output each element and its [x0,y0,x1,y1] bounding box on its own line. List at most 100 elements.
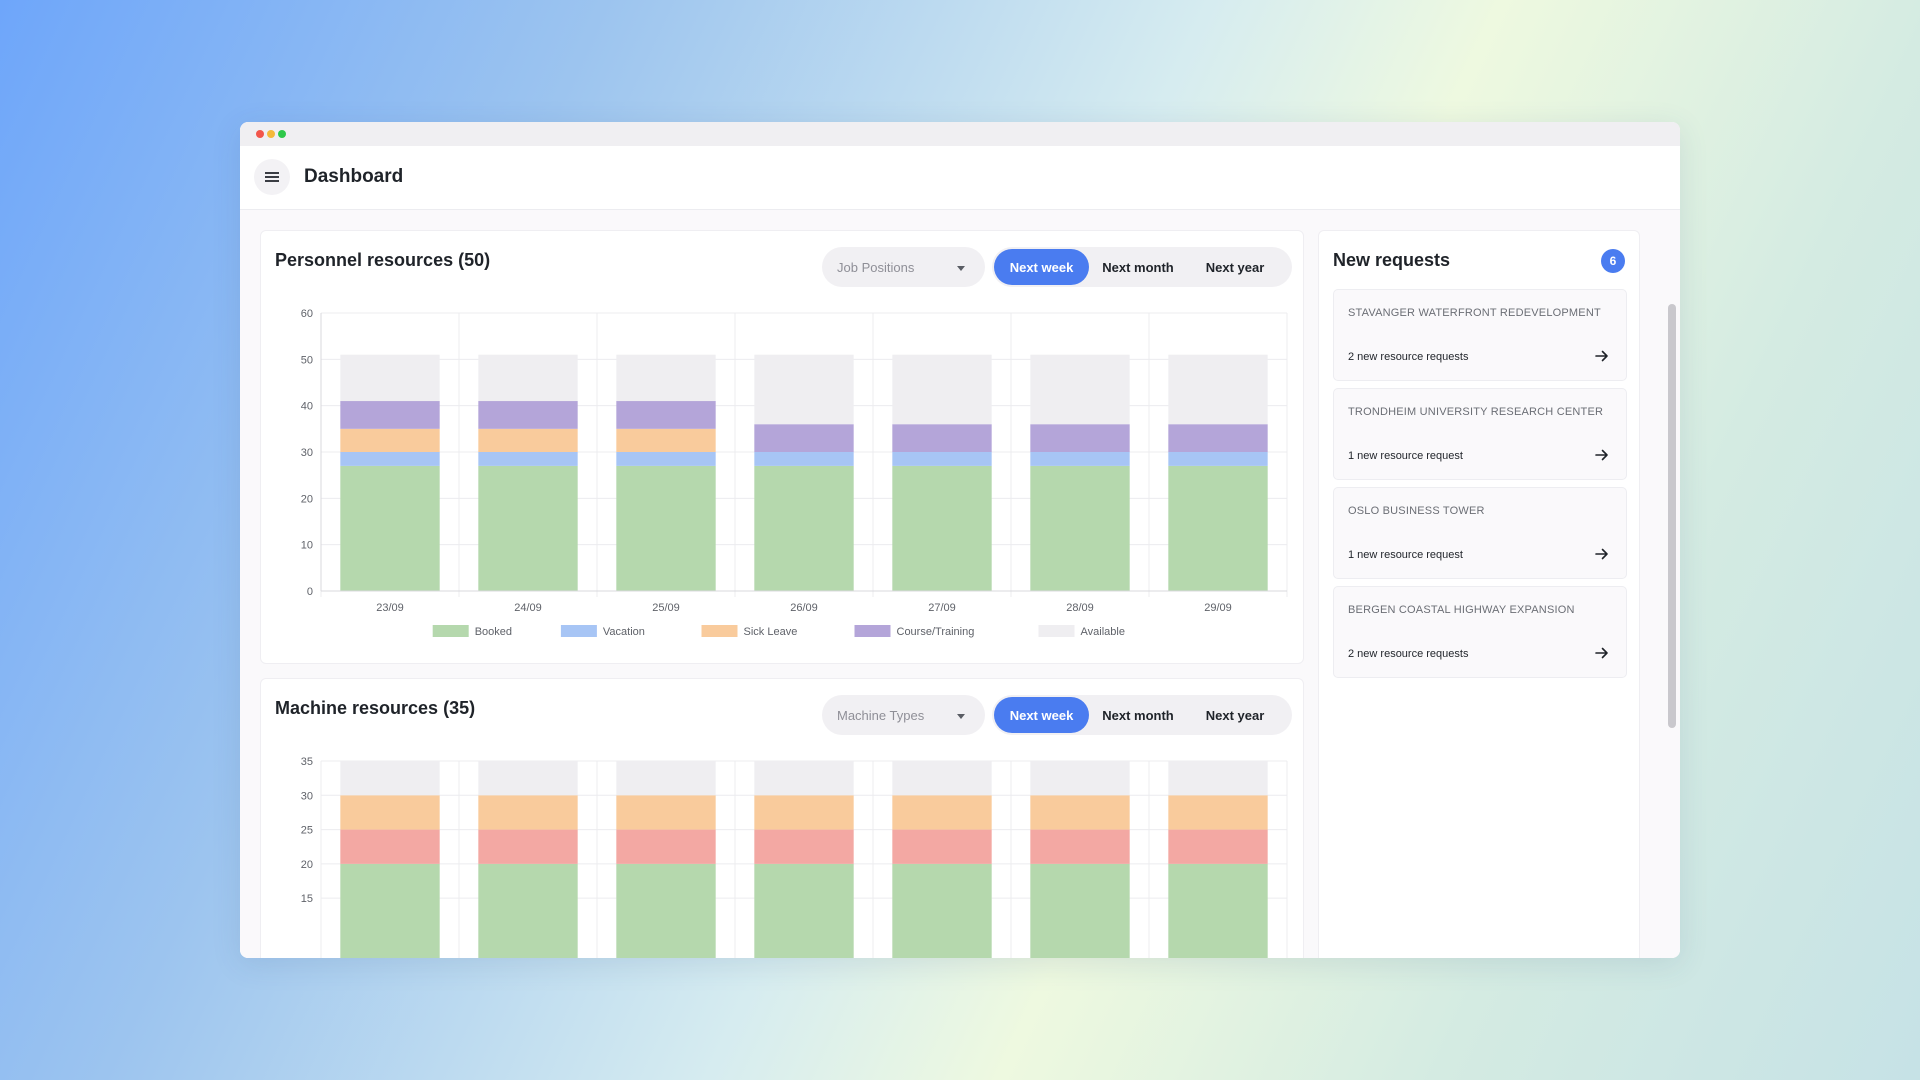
window-titlebar [240,122,1680,146]
bar-segment [616,354,716,402]
bar-segment [1168,452,1268,466]
tab-next-month[interactable]: Next month [1102,259,1174,275]
personnel-period-toggle: Next week Next month Next year [992,247,1292,287]
request-item[interactable]: TRONDHEIM UNIVERSITY RESEARCH CENTER 1 n… [1333,388,1627,480]
legend-swatch [854,625,891,637]
request-project-name: BERGEN COASTAL HIGHWAY EXPANSION [1348,604,1575,616]
close-window-icon[interactable] [256,130,264,138]
bar-segment [478,863,578,958]
bar-segment [892,424,992,452]
bar-segment [754,424,854,452]
bar-segment [1168,863,1268,958]
bar-segment [340,761,440,796]
personnel-stacked-bar-chart: 0 10 20 30 40 50 60 23/09 24/09 25/09 26/09 27/09 28… [301,308,1288,638]
app-header: Dashboard [240,146,1680,210]
bar-segment [616,465,716,591]
new-requests-title: New requests [1333,250,1451,270]
bar-segment [1030,424,1130,452]
personnel-resources-card: Personnel resources (50) Job Positions N… [260,230,1304,664]
maximize-window-icon[interactable] [278,130,286,138]
legend-label: Available [1081,626,1125,638]
menu-button[interactable] [254,159,290,195]
bar-segment [340,452,440,466]
bar-segment [892,829,992,864]
bar-segment [1168,465,1268,591]
page-scrollbar[interactable] [1668,304,1676,728]
y-tick-label: 10 [301,540,313,552]
machine-resources-card: Machine resources (35) Machine Types Nex… [260,678,1304,958]
bar-segment [892,452,992,466]
bar-segment [478,401,578,429]
legend-swatch [432,625,469,637]
request-item[interactable]: STAVANGER WATERFRONT REDEVELOPMENT 2 new… [1333,289,1627,381]
machine-types-dropdown[interactable]: Machine Types [822,695,985,735]
bar-segment [340,795,440,830]
bar-segment [1030,829,1130,864]
bar-segment [754,465,854,591]
y-tick-label: 50 [301,354,313,366]
bar-segment [1168,354,1268,425]
bar-segment [616,452,716,466]
bar-segment [478,761,578,796]
x-tick-label: 26/09 [790,602,818,614]
request-item[interactable]: BERGEN COASTAL HIGHWAY EXPANSION 2 new r… [1333,586,1627,678]
tab-next-year[interactable]: Next year [1205,707,1265,723]
bar-segment [616,863,716,958]
bar-segment [340,354,440,402]
job-positions-dropdown[interactable]: Job Positions [822,247,985,287]
tab-next-year[interactable]: Next year [1205,259,1265,275]
bar-segment [1168,829,1268,864]
tab-next-week[interactable]: Next week [994,697,1089,733]
bar-segment [478,465,578,591]
bar-segment [892,354,992,425]
bar-segment [754,829,854,864]
request-summary: 1 new resource request [1348,450,1463,462]
bar-segment [1030,354,1130,425]
bar-segment [478,354,578,402]
y-tick-label: 30 [301,447,313,459]
bar-segment [892,761,992,796]
bar-segment [1030,863,1130,958]
bar-segment [754,761,854,796]
bar-segment [1168,424,1268,452]
arrow-right-icon[interactable] [1594,546,1610,562]
x-tick-label: 29/09 [1204,602,1232,614]
arrow-right-icon[interactable] [1594,645,1610,661]
y-tick-label: 35 [301,756,313,768]
machine-period-toggle: Next week Next month Next year [992,695,1292,735]
request-item[interactable]: OSLO BUSINESS TOWER 1 new resource reque… [1333,487,1627,579]
bar-segment [340,465,440,591]
x-tick-label: 25/09 [652,602,680,614]
tab-next-month[interactable]: Next month [1102,707,1174,723]
bar-segment [1030,795,1130,830]
bar-segment [340,401,440,429]
bar-segment [478,829,578,864]
bar-segment [1030,465,1130,591]
y-tick-label: 0 [307,586,313,598]
x-tick-label: 27/09 [928,602,956,614]
bar-segment [1030,452,1130,466]
legend-swatch [560,625,597,637]
page-title: Dashboard [304,166,404,187]
arrow-right-icon[interactable] [1594,447,1610,463]
bar-segment [892,465,992,591]
y-tick-label: 30 [301,790,313,802]
requests-count-badge: 6 [1601,249,1625,273]
legend-swatch [1038,625,1075,637]
personnel-resources-title: Personnel resources (50) [275,250,491,270]
bar-segment [340,863,440,958]
app-window: Dashboard Personnel resources (50) Job P… [240,122,1680,958]
minimize-window-icon[interactable] [267,130,275,138]
dropdown-placeholder: Job Positions [837,260,915,275]
dashboard-content: Personnel resources (50) Job Positions N… [240,210,1680,958]
bar-segment [616,829,716,864]
legend-label: Booked [475,626,512,638]
new-requests-card: New requests 6 STAVANGER WATERFRONT REDE… [1318,230,1640,958]
tab-next-week[interactable]: Next week [994,249,1089,285]
arrow-right-icon[interactable] [1594,348,1610,364]
bar-segment [340,829,440,864]
request-summary: 2 new resource requests [1348,648,1469,660]
bar-segment [478,428,578,452]
bar-segment [1168,795,1268,830]
request-summary: 1 new resource request [1348,549,1463,561]
